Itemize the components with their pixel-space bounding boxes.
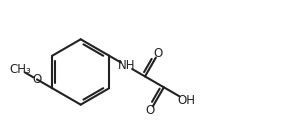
- Text: NH: NH: [117, 59, 135, 72]
- Text: CH₃: CH₃: [9, 63, 31, 76]
- Text: O: O: [32, 73, 42, 86]
- Text: O: O: [146, 104, 155, 117]
- Text: OH: OH: [177, 94, 195, 107]
- Text: O: O: [154, 47, 163, 60]
